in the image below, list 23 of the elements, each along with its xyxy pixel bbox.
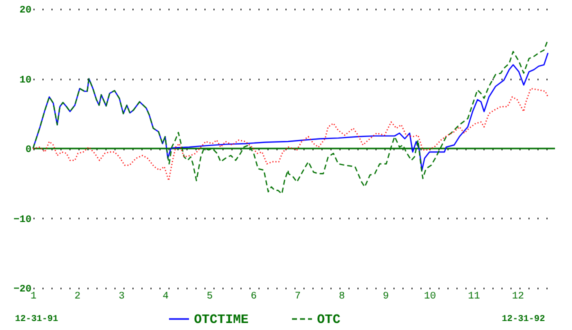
- x-tick-label: 9: [382, 292, 389, 302]
- x-tick-label: 5: [206, 292, 213, 302]
- x-tick-label: 7: [294, 292, 301, 302]
- y-tick-label: 0: [25, 145, 32, 156]
- line-series: [32, 88, 549, 182]
- x-tick-label: 10: [424, 292, 436, 302]
- x-tick-label: 2: [74, 292, 81, 302]
- x-tick-label: 6: [250, 292, 257, 302]
- x-tick-label: 3: [118, 292, 125, 302]
- y-tick-label: 10: [19, 75, 32, 86]
- text: 12-31-91: [15, 314, 59, 324]
- x-tick-label: 4: [162, 292, 169, 302]
- legend-label: OTC: [317, 312, 341, 327]
- line-series: [32, 52, 549, 171]
- x-tick-label: 1: [30, 292, 37, 302]
- text: 12-31-92: [502, 314, 545, 324]
- legend-label: OTCTIME: [194, 312, 249, 327]
- y-tick-label: −20: [13, 284, 32, 296]
- y-tick-label: 20: [19, 6, 32, 16]
- x-tick-label: 11: [468, 292, 480, 302]
- x-tick-label: 12: [512, 292, 524, 302]
- y-tick-label: −10: [13, 214, 32, 226]
- x-tick-label: 8: [338, 292, 345, 302]
